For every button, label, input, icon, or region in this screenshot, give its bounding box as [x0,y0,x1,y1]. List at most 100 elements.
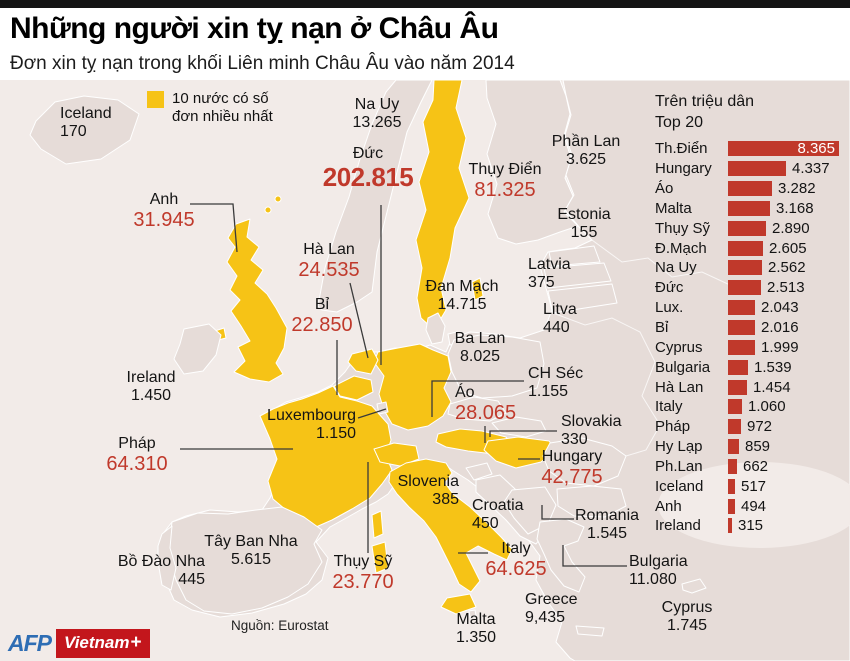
country-italy-shape [388,458,513,593]
island-sardinia [371,541,389,574]
bar-label: Ph.Lan [655,457,703,475]
bar-chart: Th.Điển 8.365 Hungary 4.337 Áo 3.282 Malta 3.16… [655,139,839,536]
bar-row-duc: Đức 2.513 [655,278,839,298]
island-corsica [371,510,384,539]
bar-value: 2.016 [761,319,799,337]
bar-label: Đ.Mạch [655,239,707,257]
map-label-ha_lan: Hà Lan 24.535 [298,241,360,281]
country-name: Hungary [541,448,603,465]
country-value: 440 [543,318,570,336]
map-label-duc: Đức 202.815 [323,145,414,192]
country-luxembourg [376,401,389,415]
bar-value: 662 [743,457,769,475]
connector-anh [190,203,238,253]
bar [728,518,732,534]
connector-bulgaria [562,545,627,567]
bar-row-ha_lan: Hà Lan 1.454 [655,377,839,397]
bar [728,339,755,355]
country-cyprus-shape [681,578,707,594]
bar-row-bulgaria: Bulgaria 1.539 [655,357,839,377]
bar: 8.365 [728,140,839,158]
connector-ha-lan [349,282,369,359]
country-value: 385 [432,490,459,508]
country-finland [485,80,579,245]
country-name: Anh [149,191,179,208]
bar-label: Bulgaria [655,358,711,376]
bar [728,379,747,395]
connector-ch-sec [431,380,524,417]
bar-row-malta: Malta 3.168 [655,199,839,219]
bar-row-ao: Áo 3.282 [655,179,839,199]
bar [728,359,748,375]
map-label-bulgaria: Bulgaria 11.080 [629,553,688,589]
country-czech [447,396,507,422]
country-value: 14.715 [437,295,487,313]
map-label-luxembourg: Luxembourg 1.150 [226,407,356,443]
bar [728,439,739,455]
country-estonia [548,245,601,267]
bar-row-thuy_sy: Thụy Sỹ 2.890 [655,218,839,238]
country-denmark [425,312,446,345]
europe-map [0,80,850,661]
map-label-estonia: Estonia 155 [557,206,610,242]
bar-row-iceland: Iceland 517 [655,476,839,496]
country-name: Slovenia [397,473,459,490]
country-name: Thụy Sỹ [333,553,393,570]
bar-row-anh: Anh 494 [655,496,839,516]
map-label-na_uy: Na Uy 13.265 [353,96,402,132]
bar [728,260,762,276]
vietnam-plus-badge: Vietnam + [56,629,150,658]
country-norway [317,80,433,313]
country-lithuania [547,283,618,314]
bar-label: Anh [655,497,682,515]
border-russia [591,239,731,286]
map-label-thuy_sy: Thụy Sỹ 23.770 [332,553,393,593]
country-value: 1.745 [666,616,708,634]
bar-row-hungary: Hungary 4.337 [655,159,839,179]
bar-value: 1.454 [753,378,791,396]
bar-row-lux: Lux. 2.043 [655,298,839,318]
country-value: 9,435 [525,608,566,626]
map-label-dan_mach: Đan Mạch 14.715 [425,278,499,314]
bar-label: Italy [655,398,683,416]
country-hungary-shape [483,436,557,469]
bar-value: 8.365 [797,140,835,158]
bar-row-ireland: Ireland 315 [655,516,839,536]
map-label-italy: Italy 64.625 [485,540,546,580]
map-label-romania: Romania 1.545 [575,507,639,543]
map-label-thuy_dien: Thụy Điển 81.325 [468,161,542,201]
country-value: 1.450 [130,386,172,404]
vietnam-badge-text: Vietnam [64,633,130,652]
bar-row-italy: Italy 1.060 [655,397,839,417]
country-value: 1.350 [455,628,497,646]
bar-value: 2.890 [772,219,810,237]
country-value: 5.615 [230,550,272,568]
bar [728,458,737,474]
bar-value: 2.562 [768,259,806,277]
map-label-litva: Litva 440 [543,301,577,337]
island-crete [575,625,605,637]
plus-icon: + [130,632,142,653]
island-gotland [471,277,484,301]
bar-value: 4.337 [792,160,830,178]
country-name: Thụy Điển [468,161,542,178]
bar [728,240,763,256]
bar-label: Cyprus [655,338,703,356]
country-spain [168,506,323,615]
bar-label: Hungary [655,160,712,178]
country-greece-shape [536,518,586,593]
country-name: Na Uy [354,96,400,113]
legend-label: 10 nước có số đơn nhiều nhất [172,90,273,125]
bar-value: 1.060 [748,398,786,416]
bar [728,200,770,216]
country-name: Đan Mạch [425,278,499,295]
country-name: Bulgaria [629,553,688,570]
map-countries [29,80,850,661]
bar [728,220,766,236]
map-label-iceland: Iceland 170 [60,105,112,141]
country-value: 170 [60,122,87,140]
bar-label: Hy Lạp [655,438,703,456]
bar-label: Đức [655,279,684,297]
country-value: 24.535 [298,258,360,281]
chart-subtitle: Top 20 [655,113,704,131]
